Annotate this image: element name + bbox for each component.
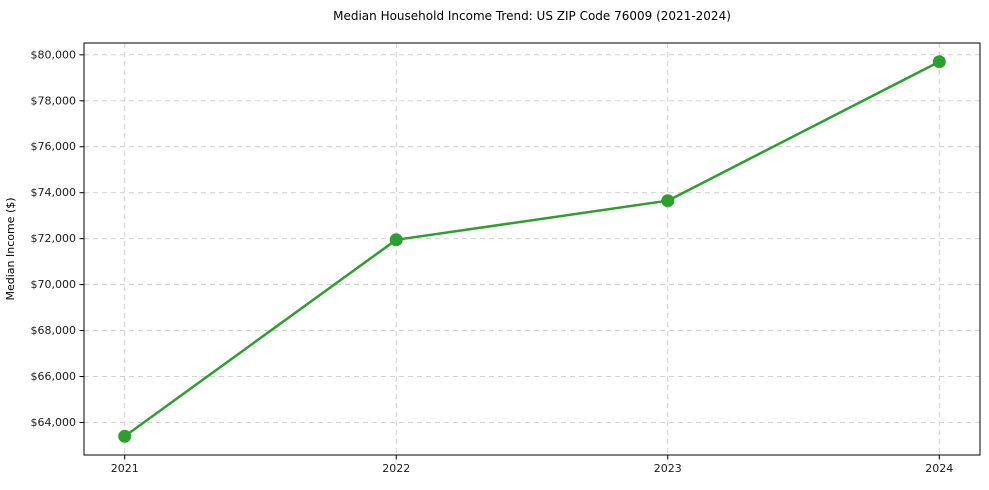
y-tick-label: $72,000 [31, 232, 77, 245]
y-tick-label: $70,000 [31, 278, 77, 291]
data-point-2023 [661, 194, 675, 208]
data-point-2024 [932, 55, 946, 69]
y-tick-label: $66,000 [31, 370, 77, 383]
data-layer [118, 55, 946, 443]
data-point-2021 [118, 429, 132, 443]
grid-layer [84, 43, 980, 455]
y-tick-label: $76,000 [31, 140, 77, 153]
x-tick-label: 2024 [925, 462, 953, 475]
data-point-2022 [389, 233, 403, 247]
x-tick-label: 2021 [111, 462, 139, 475]
chart-title: Median Household Income Trend: US ZIP Co… [333, 9, 731, 23]
x-tick-label: 2023 [654, 462, 682, 475]
plot-spines [83, 42, 981, 456]
y-tick-label: $64,000 [31, 416, 77, 429]
income-trend-line [123, 60, 941, 438]
y-tick-label: $80,000 [31, 48, 77, 61]
x-tick-label: 2022 [382, 462, 410, 475]
y-tick-label: $78,000 [31, 94, 77, 107]
y-axis-label: Median Income ($) [4, 197, 17, 300]
y-tick-label: $74,000 [31, 186, 77, 199]
axis-layer: $64,000 $66,000 $68,000 $70,000 $72,000 $74,0… [31, 42, 981, 475]
y-tick-label: $68,000 [31, 324, 77, 337]
